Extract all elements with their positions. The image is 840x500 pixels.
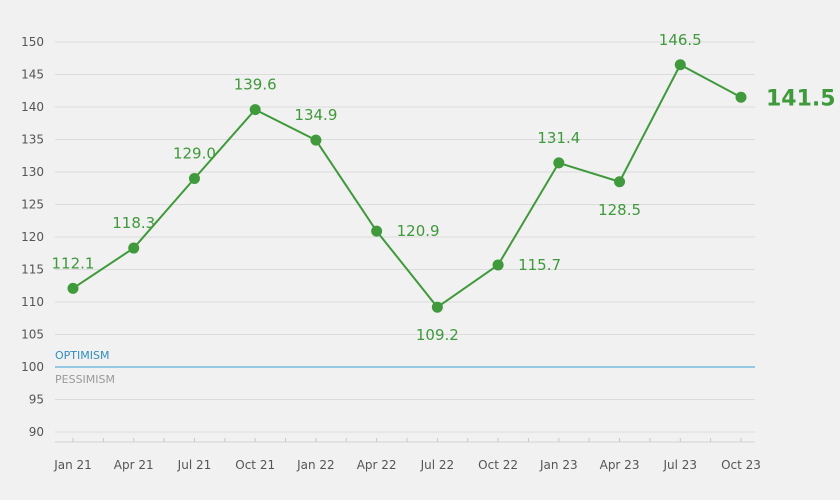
y-tick-label: 125 [21,198,44,212]
y-tick-label: 120 [21,230,44,244]
x-tick-label: Jul 22 [420,458,455,472]
x-tick-label: Jan 21 [53,458,92,472]
data-point [310,134,322,146]
data-label: 120.9 [397,222,440,240]
y-tick-label: 145 [21,68,44,82]
data-point [431,301,443,313]
data-label: 118.3 [112,214,155,232]
optimism-label: OPTIMISM [55,349,109,362]
data-point [249,104,261,116]
x-tick-label: Apr 22 [357,458,397,472]
data-label: 134.9 [294,106,337,124]
series-line-group [67,59,747,313]
pessimism-label: PESSIMISM [55,373,115,386]
y-tick-label: 105 [21,328,44,342]
x-tick-label: Apr 21 [114,458,154,472]
y-tick-label: 100 [21,360,44,374]
data-point [188,173,200,184]
x-tick-label: Jul 21 [177,458,212,472]
y-tick-label: 150 [21,35,44,49]
reference-line-group: OPTIMISM PESSIMISM [55,349,755,386]
y-tick-label: 90 [29,425,44,439]
x-tick-label: Oct 22 [478,458,518,472]
data-point [128,242,140,254]
data-point [614,176,626,188]
y-tick-label: 135 [21,133,44,147]
x-tick-label: Oct 21 [235,458,275,472]
x-tick-label: Apr 23 [600,458,640,472]
y-tick-label: 110 [21,295,44,309]
series-line [72,63,742,309]
data-point [371,225,383,237]
data-point [735,91,747,103]
data-label: 109.2 [416,326,459,344]
data-point [553,157,565,169]
x-tick-label: Jul 23 [662,458,697,472]
data-label: 112.1 [52,254,95,272]
data-point [67,282,79,294]
y-tick-label: 130 [21,165,44,179]
y-tick-label: 115 [21,263,44,277]
data-label: 146.5 [659,31,702,49]
data-label: 141.5 [766,86,836,111]
data-label: 128.5 [598,201,641,219]
x-tick-label: Oct 23 [721,458,761,472]
data-label: 131.4 [537,129,580,147]
data-point [674,59,686,71]
data-label: 139.6 [234,76,277,94]
y-tick-label: 95 [29,393,44,407]
data-point [492,259,504,271]
x-tick-label: Jan 22 [296,458,335,472]
axes: 90 95 100 105 110 115 120 125 130 135 140 145 150 Jan… [21,35,761,472]
x-tick-label: Jan 23 [539,458,578,472]
data-labels: 112.1 118.3 129.0 139.6 134.9 120.9 109.2 115.7… [52,31,836,344]
data-label: 129.0 [173,145,216,163]
data-label: 115.7 [518,256,561,274]
y-tick-label: 140 [21,100,44,114]
